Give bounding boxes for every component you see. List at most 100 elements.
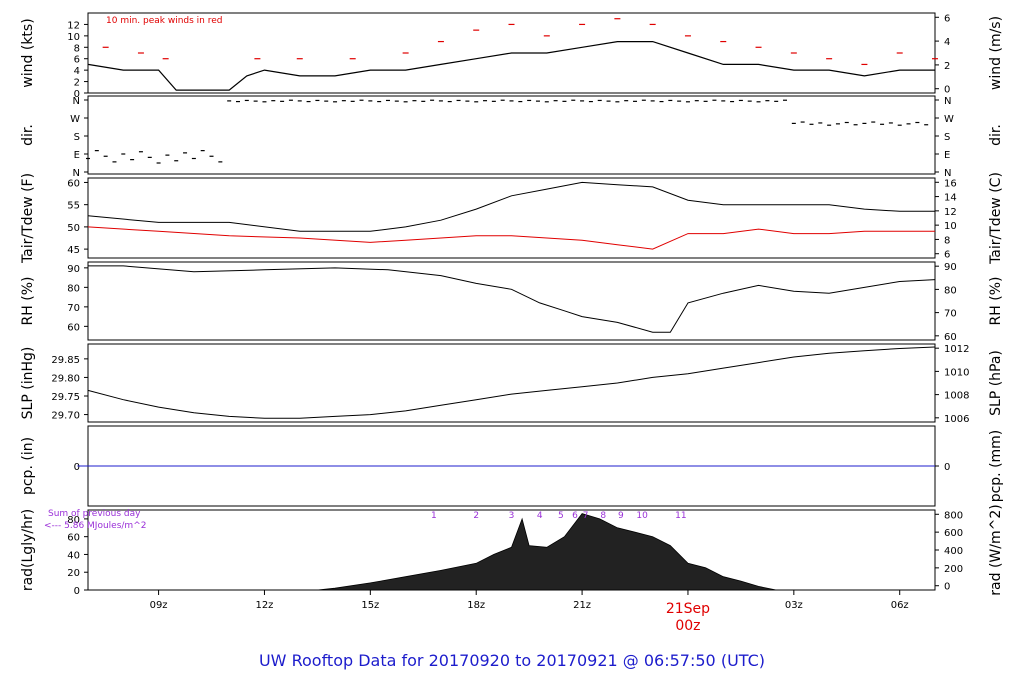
slp-ytick-label-right: 1010 xyxy=(944,367,969,378)
slp-ylabel-left: SLP (inHg) xyxy=(20,347,36,420)
x-tick-label: 21z xyxy=(573,600,591,611)
wind-speed-line xyxy=(87,41,935,91)
hour-mark: 3 xyxy=(509,511,515,521)
temp-ytick-label-left: 60 xyxy=(67,178,80,189)
x-tick-label: 03z xyxy=(785,600,803,611)
wind-ytick-label-left: 6 xyxy=(74,55,80,66)
chart-title: UW Rooftop Data for 20170920 to 20170921… xyxy=(259,651,765,670)
rad-sum-note: Sum of previous day xyxy=(48,509,141,519)
wind-ylabel-right: wind (m/s) xyxy=(988,16,1004,90)
rh-ytick-label-left: 60 xyxy=(67,322,80,333)
dir-ytick-label-left: W xyxy=(70,114,80,125)
rh-ytick-label-right: 60 xyxy=(944,332,957,343)
rad-ylabel-right: rad (W/m^2) xyxy=(988,504,1004,595)
rh-ytick-label-left: 80 xyxy=(67,283,80,294)
wind-frame xyxy=(87,12,936,94)
rad-ytick-label-right: 400 xyxy=(944,546,963,557)
wind-ytick-label-left: 2 xyxy=(74,78,80,89)
wind-ytick-label-left: 12 xyxy=(67,20,80,31)
hour-mark: 1 xyxy=(431,511,437,521)
pcp-ytick-label-right: 0 xyxy=(944,462,950,473)
x-tick-label: 06z xyxy=(891,600,909,611)
rh-line xyxy=(88,265,936,333)
wind-ytick-label-left: 10 xyxy=(67,32,80,43)
dir-ytick-label-right: N xyxy=(944,168,951,179)
wind-ytick-label-right: 0 xyxy=(944,85,950,96)
rad-sum-value: <--- 5.86 MJoules/m^2 xyxy=(44,521,146,531)
x-date-sublabel: 00z xyxy=(675,618,700,634)
slp-frame xyxy=(87,343,936,423)
slp-line xyxy=(87,346,936,419)
rh-ylabel-left: RH (%) xyxy=(20,277,36,326)
slp-ytick-label-left: 29.80 xyxy=(51,373,80,384)
temp-ytick-label-right: 12 xyxy=(944,207,957,218)
rad-ytick-label-right: 0 xyxy=(944,582,950,593)
rh-frame xyxy=(87,261,936,341)
hour-mark: 6 xyxy=(572,511,578,521)
wind-ytick-label-left: 4 xyxy=(74,66,80,77)
pcp-ylabel-left: pcp. (in) xyxy=(20,437,36,495)
wind-ytick-label-left: 8 xyxy=(74,43,80,54)
temp-frame xyxy=(87,177,936,259)
rh-ytick-label-right: 80 xyxy=(944,285,957,296)
wind-ytick-label-right: 4 xyxy=(944,37,950,48)
dir-ylabel-right: dir. xyxy=(988,124,1004,146)
temp-ytick-label-left: 50 xyxy=(67,223,80,234)
rad-ytick-label-left: 0 xyxy=(74,586,80,597)
temp-ytick-label-right: 10 xyxy=(944,221,957,232)
hour-mark: 11 xyxy=(675,511,686,521)
x-tick-label: 12z xyxy=(255,600,273,611)
rad-ytick-label-left: 20 xyxy=(67,568,80,579)
dir-ytick-label-right: E xyxy=(944,150,950,161)
rh-ytick-label-left: 90 xyxy=(67,264,80,275)
hour-mark: 5 xyxy=(558,511,564,521)
rad-ytick-label-right: 200 xyxy=(944,564,963,575)
slp-ytick-label-left: 29.70 xyxy=(51,411,80,422)
rh-ytick-label-right: 90 xyxy=(944,262,957,273)
wind-ytick-label-right: 6 xyxy=(944,13,950,24)
dir-ytick-label-right: W xyxy=(944,114,954,125)
pcp-ytick-label-left: 0 xyxy=(74,462,80,473)
temp-ytick-label-left: 45 xyxy=(67,245,80,256)
dir-ytick-label-right: S xyxy=(944,132,950,143)
slp-ylabel-right: SLP (hPa) xyxy=(988,350,1004,416)
rad-ytick-label-left: 80 xyxy=(67,515,80,526)
rad-ytick-label-right: 800 xyxy=(944,510,963,521)
slp-ytick-label-left: 29.75 xyxy=(51,392,80,403)
rh-ylabel-right: RH (%) xyxy=(988,277,1004,326)
dir-ytick-label-right: N xyxy=(944,96,951,107)
rad-ytick-label-right: 600 xyxy=(944,528,963,539)
temp-ytick-label-right: 14 xyxy=(944,193,957,204)
dir-frame xyxy=(87,95,936,175)
x-date-label: 21Sep xyxy=(666,601,710,617)
radiation-area xyxy=(317,513,777,591)
rad-ytick-label-left: 60 xyxy=(67,533,80,544)
wind-ylabel-left: wind (kts) xyxy=(20,18,36,87)
temp-ytick-label-right: 8 xyxy=(944,235,950,246)
rh-ytick-label-right: 70 xyxy=(944,309,957,320)
rad-ytick-label-left: 40 xyxy=(67,550,80,561)
temp-ytick-label-left: 55 xyxy=(67,201,80,212)
hour-mark: 2 xyxy=(473,511,479,521)
dir-ytick-label-left: E xyxy=(74,150,80,161)
temp-ytick-label-right: 16 xyxy=(944,178,957,189)
temp-ytick-label-right: 6 xyxy=(944,250,950,261)
x-tick-label: 18z xyxy=(467,600,485,611)
wind-ytick-label-right: 2 xyxy=(944,61,950,72)
dir-ytick-label-left: N xyxy=(73,96,80,107)
wind-ytick-label-left: 0 xyxy=(74,89,80,100)
slp-ytick-label-right: 1012 xyxy=(944,344,969,355)
dir-ytick-label-left: S xyxy=(74,132,80,143)
hour-mark: 10 xyxy=(636,511,648,521)
hour-mark: 9 xyxy=(618,511,624,521)
slp-ytick-label-right: 1008 xyxy=(944,391,969,402)
dir-ylabel-left: dir. xyxy=(20,124,36,146)
x-tick-label: 09z xyxy=(150,600,168,611)
peak-wind-note: 10 min. peak winds in red xyxy=(106,16,223,26)
tdew-line xyxy=(87,226,935,250)
temp-ylabel-left: Tair/Tdew (F) xyxy=(20,173,36,264)
hour-mark: 7 xyxy=(583,511,589,521)
hour-mark: 8 xyxy=(600,511,606,521)
